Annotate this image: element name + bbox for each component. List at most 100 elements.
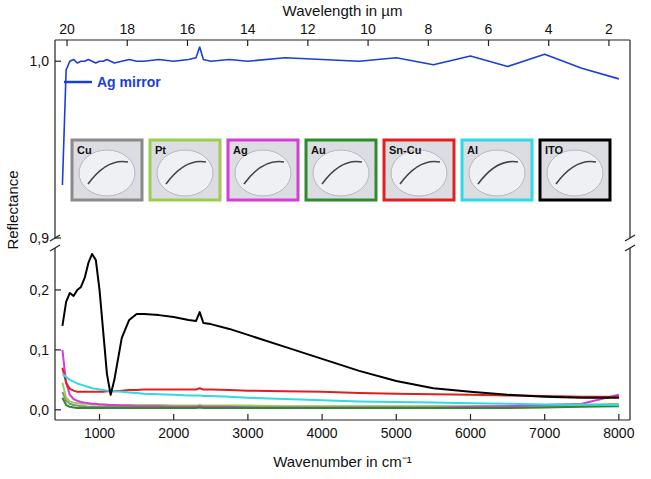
legend-label: Al — [467, 144, 478, 156]
dish — [391, 150, 447, 196]
axis-break — [50, 235, 60, 241]
dish — [235, 150, 291, 196]
axis-break — [625, 235, 635, 241]
sample — [166, 161, 206, 184]
legend-box — [150, 140, 220, 200]
legend-label: Cu — [77, 144, 92, 156]
x-tick-label: 8000 — [603, 425, 634, 441]
x-tick — [470, 414, 471, 420]
x2-tick-label: 8 — [424, 21, 432, 37]
x2-tick-label: 6 — [485, 21, 493, 37]
x2-tick — [488, 40, 489, 46]
x2-tick — [247, 40, 248, 46]
x-tick — [618, 414, 619, 420]
frame-side — [54, 248, 55, 420]
x2-tick-label: 16 — [180, 21, 196, 37]
legend-box — [228, 140, 298, 200]
legend-item: Sn-Cu — [384, 140, 454, 200]
x2-axis-title: Wavelength in µm — [283, 2, 403, 19]
series-line — [62, 350, 618, 408]
y-tick — [55, 289, 61, 290]
legend-box — [540, 140, 610, 200]
y-tick — [55, 409, 61, 410]
x2-tick — [66, 40, 67, 46]
frame-side — [629, 248, 630, 420]
x-tick — [544, 414, 545, 420]
x-tick-label: 1000 — [84, 425, 115, 441]
x-tick-label: 7000 — [529, 425, 560, 441]
legend-item: Cu — [72, 140, 142, 200]
dish — [313, 150, 369, 196]
legend-label: Ag mirror — [97, 74, 161, 90]
y-tick — [55, 237, 61, 238]
x2-tick — [428, 40, 429, 46]
y-tick-label: 0,1 — [30, 342, 50, 358]
axis-break — [625, 245, 635, 251]
x-tick — [321, 414, 322, 420]
dish — [469, 150, 525, 196]
legend-box — [306, 140, 376, 200]
legend-swatch — [64, 81, 92, 84]
sample — [244, 161, 284, 184]
sample — [478, 161, 518, 184]
frame-side — [54, 40, 55, 238]
y-tick-label: 0,0 — [30, 402, 50, 418]
legend-label: Ag — [233, 144, 248, 156]
legend-label: Sn-Cu — [389, 144, 421, 156]
legend-item: Pt — [150, 140, 220, 200]
x-tick — [173, 414, 174, 420]
x-tick-label: 6000 — [455, 425, 486, 441]
legend-box — [72, 140, 142, 200]
x-tick — [247, 414, 248, 420]
dish — [157, 150, 213, 196]
chart: 1000 2000 3000 4000 5000 6000 7000 8000 Wavenumb… — [0, 0, 651, 479]
x2-tick — [608, 40, 609, 46]
x2-tick-label: 14 — [240, 21, 256, 37]
series-line — [62, 254, 618, 398]
x2-tick — [307, 40, 308, 46]
frame-bottom — [55, 419, 630, 420]
x-tick-label: 5000 — [381, 425, 412, 441]
y-axis-title: Reflectance — [4, 170, 21, 249]
y-tick-label: 0,9 — [30, 230, 50, 246]
legend-label: ITO — [545, 144, 564, 156]
x2-tick-label: 4 — [545, 21, 553, 37]
x-tick-label: 2000 — [158, 425, 189, 441]
x-tick — [99, 414, 100, 420]
x2-tick-label: 18 — [119, 21, 135, 37]
y-tick — [55, 61, 61, 62]
x2-tick-label: 12 — [300, 21, 316, 37]
plot-lower — [62, 254, 618, 408]
x-tick-label: 3000 — [232, 425, 263, 441]
legend-item: Au — [306, 140, 376, 200]
x2-tick-label: 20 — [59, 21, 75, 37]
x-tick-label: 4000 — [307, 425, 338, 441]
series-line — [62, 374, 618, 405]
sample — [88, 161, 128, 184]
frame-top — [55, 39, 630, 40]
x2-tick-label: 10 — [360, 21, 376, 37]
x2-tick — [548, 40, 549, 46]
sample — [400, 161, 440, 184]
x2-tick — [367, 40, 368, 46]
dish — [79, 150, 135, 196]
sample — [322, 161, 362, 184]
frame-side — [629, 40, 630, 238]
legend-item: Al — [462, 140, 532, 200]
axis-break — [50, 245, 60, 251]
legend-item: ITO — [540, 140, 610, 200]
x2-tick — [187, 40, 188, 46]
series-line — [62, 398, 618, 408]
x-axis-title: Wavenumber in cm⁻¹ — [273, 453, 412, 470]
x2-tick — [127, 40, 128, 46]
y-tick-label: 1,0 — [30, 53, 50, 69]
legend-box — [384, 140, 454, 200]
legend-label: Au — [311, 144, 326, 156]
sample — [556, 161, 596, 184]
dish — [547, 150, 603, 196]
legend-item: Ag — [228, 140, 298, 200]
series-line — [62, 368, 618, 397]
x2-tick-label: 2 — [605, 21, 613, 37]
y-tick-label: 0,2 — [30, 282, 50, 298]
legend-label: Pt — [155, 144, 166, 156]
